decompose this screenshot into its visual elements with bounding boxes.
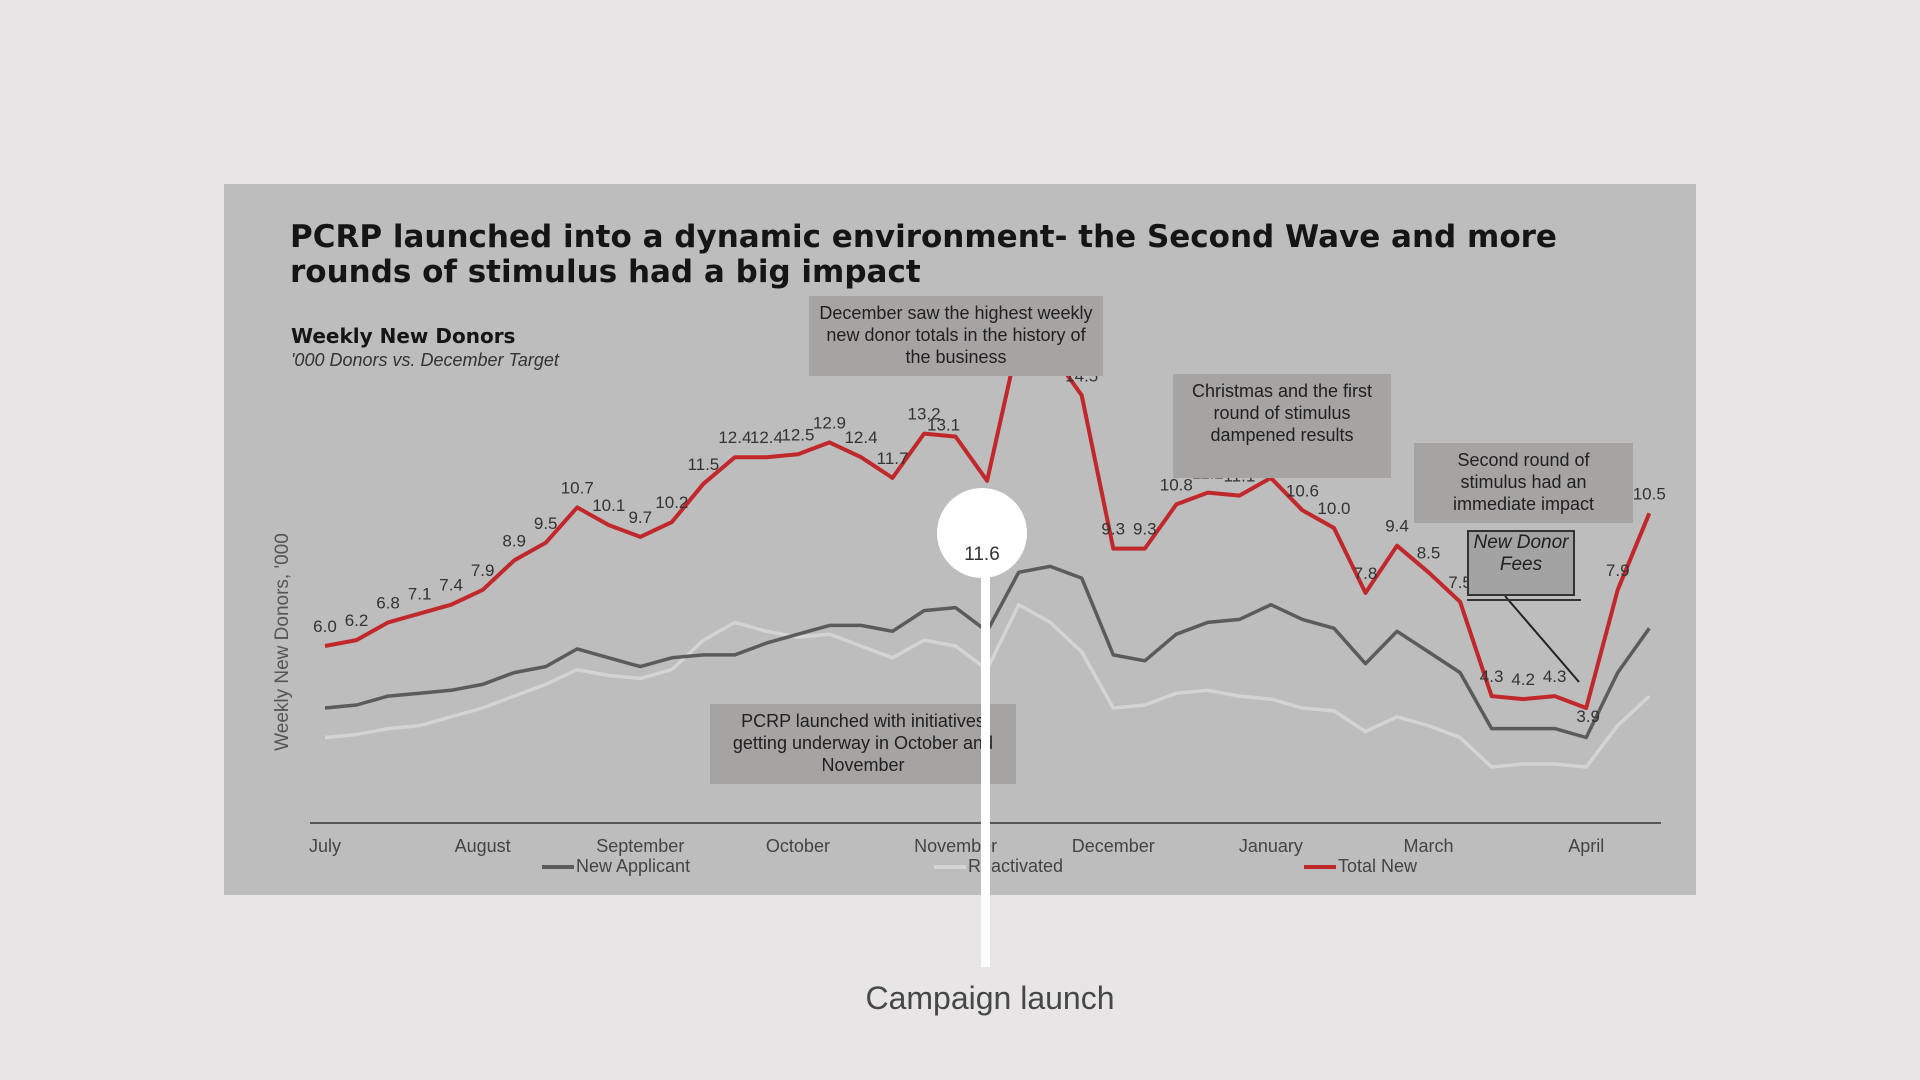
data-label: 10.1 xyxy=(592,496,625,515)
data-label: 12.4 xyxy=(718,428,751,447)
x-tick-label: November xyxy=(914,836,997,856)
december-callout: December saw the highest weekly new dono… xyxy=(809,296,1103,376)
pcrp-launch-callout: PCRP launched with initiatives getting u… xyxy=(710,704,1016,784)
legend-swatch-total-new xyxy=(1304,865,1336,870)
data-label: 7.9 xyxy=(1606,561,1630,580)
campaign-launch-value: 11.6 xyxy=(964,544,1000,565)
legend-total-new: Total New xyxy=(1304,856,1417,877)
campaign-launch-label: Campaign launch xyxy=(865,980,1115,1016)
data-label: 12.4 xyxy=(844,428,877,447)
data-label: 13.1 xyxy=(927,416,960,435)
legend-new-applicant: New Applicant xyxy=(542,856,690,877)
legend-swatch-new-applicant xyxy=(542,865,574,870)
data-label: 10.6 xyxy=(1286,481,1319,500)
legend-label-new-applicant: New Applicant xyxy=(576,856,691,876)
data-label: 6.0 xyxy=(313,617,337,636)
legend-label-total-new: Total New xyxy=(1338,856,1418,876)
data-label: 7.1 xyxy=(408,585,432,604)
christmas-callout: Christmas and the first round of stimulu… xyxy=(1173,374,1391,478)
fees-connector-line xyxy=(1504,595,1580,683)
campaign-launch-marker-line xyxy=(981,575,990,967)
data-label: 12.5 xyxy=(781,425,814,444)
campaign-launch-highlight-circle xyxy=(937,488,1027,578)
data-label: 11.5 xyxy=(687,455,719,474)
chart-subtitle: Weekly New Donors xyxy=(291,324,516,348)
data-label: 10.2 xyxy=(655,493,688,512)
data-label: 12.9 xyxy=(813,413,846,432)
chart-subtitle-note: '000 Donors vs. December Target xyxy=(291,350,559,370)
legend-reactivated: Reactivated xyxy=(934,856,1063,877)
data-label: 3.9 xyxy=(1576,707,1600,726)
data-label: 10.0 xyxy=(1317,499,1350,518)
x-tick-label: April xyxy=(1568,836,1604,856)
x-tick-label: March xyxy=(1404,836,1454,856)
series-line-total-new xyxy=(324,337,1652,710)
chart-slide: PCRP launched into a dynamic environment… xyxy=(224,184,1696,895)
data-label: 9.5 xyxy=(534,514,558,533)
x-tick-label: July xyxy=(309,836,341,856)
data-label: 7.9 xyxy=(471,561,495,580)
legend-swatch-reactivated xyxy=(934,865,966,870)
data-label: 10.7 xyxy=(561,478,594,497)
x-tick-label: September xyxy=(596,836,684,856)
second-round-callout: Second round of stimulus had an immediat… xyxy=(1414,443,1633,523)
data-label: 7.4 xyxy=(439,576,463,595)
legend-label-reactivated: Reactivated xyxy=(968,856,1064,876)
data-label: 9.4 xyxy=(1385,517,1409,536)
y-axis-label: Weekly New Donors, '000 xyxy=(272,533,293,751)
data-label: 9.3 xyxy=(1133,520,1157,539)
data-label: 4.3 xyxy=(1480,667,1504,686)
data-label: 10.5 xyxy=(1633,484,1666,503)
data-label: 12.4 xyxy=(750,428,783,447)
data-label: 7.5 xyxy=(1448,573,1472,592)
slide-title: PCRP launched into a dynamic environment… xyxy=(290,219,1557,290)
data-label: 4.3 xyxy=(1543,667,1567,686)
x-tick-label: December xyxy=(1072,836,1155,856)
data-label: 10.8 xyxy=(1160,475,1193,494)
x-tick-label: January xyxy=(1239,836,1303,856)
data-label: 4.2 xyxy=(1511,670,1535,689)
data-label: 9.3 xyxy=(1101,520,1125,539)
data-label: 8.5 xyxy=(1417,543,1441,562)
data-label: 13.2 xyxy=(908,405,941,424)
x-tick-label: October xyxy=(766,836,830,856)
data-label: 11.7 xyxy=(877,449,909,468)
new-donor-fees-box: New Donor Fees xyxy=(1467,530,1575,596)
data-label: 6.8 xyxy=(376,593,400,612)
data-label: 7.8 xyxy=(1354,564,1378,583)
data-label: 8.9 xyxy=(502,531,526,550)
data-label: 6.2 xyxy=(345,611,369,630)
data-label: 9.7 xyxy=(628,508,652,527)
x-tick-label: August xyxy=(455,836,511,856)
